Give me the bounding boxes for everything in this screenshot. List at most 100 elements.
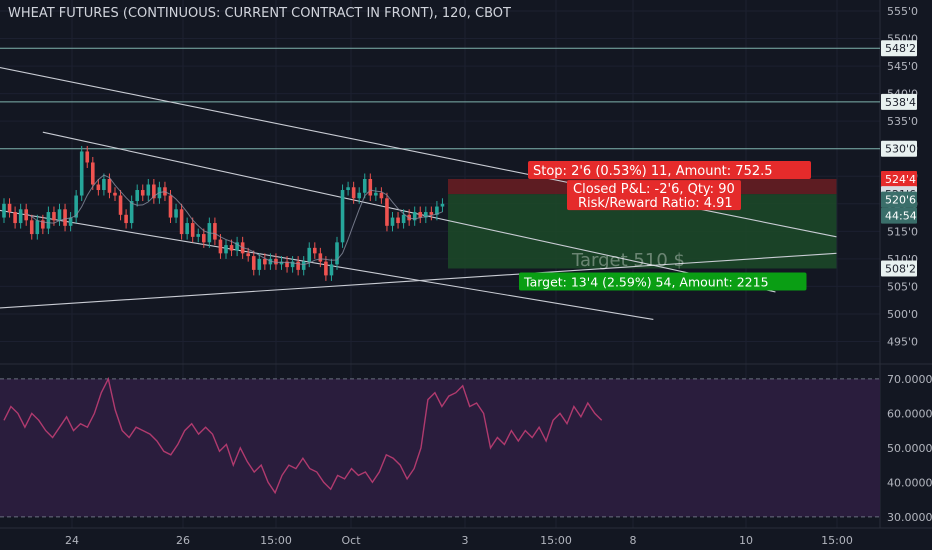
target-label-box [519, 272, 807, 291]
price-marker-hline [881, 140, 917, 157]
price-tick-label: 555'0 [887, 5, 918, 18]
candle [63, 209, 67, 226]
candle [279, 261, 284, 265]
candles [2, 145, 445, 281]
candle [218, 239, 223, 254]
candle [362, 179, 367, 193]
candle [79, 151, 84, 196]
candle [368, 179, 373, 196]
candle [91, 162, 95, 185]
candle [152, 184, 156, 199]
trendline [0, 252, 837, 309]
moving-average-line [25, 174, 443, 266]
candle [379, 192, 384, 199]
target-label-text: Target: 13'4 (2.59%) 54, Amount: 2215 [523, 275, 769, 290]
annotations: SL 526 $Target 510 $Stop: 2'6 (0.53%) 11… [519, 161, 811, 291]
price-marker-label: 538'4 [885, 96, 916, 109]
price-marker-last [881, 191, 917, 208]
candle [85, 151, 90, 163]
rsi-tick-label: 50.0000 [887, 442, 932, 455]
price-tick-label: 545'0 [887, 60, 918, 73]
rsi-pane [0, 376, 880, 518]
candle [229, 245, 234, 251]
target-label: Target: 13'4 (2.59%) 54, Amount: 2215 [519, 272, 807, 291]
risk-reward-text: Risk/Reward Ratio: 4.91 [578, 196, 733, 211]
candle [7, 203, 12, 213]
closed-pnl-box [567, 180, 741, 211]
candle [46, 212, 51, 229]
candle [429, 212, 434, 215]
trendline [0, 209, 654, 320]
candle [374, 192, 378, 196]
candle [68, 217, 73, 226]
time-tick-label: 26 [176, 534, 190, 547]
price-marker-target [881, 260, 917, 277]
price-tick-label: 495'0 [887, 335, 918, 348]
price-tick-label: 515'0 [887, 225, 918, 238]
price-tick-label: 535'0 [887, 115, 918, 128]
candle [124, 214, 128, 224]
candle [190, 223, 195, 237]
candle [301, 261, 306, 270]
stop-label-box [528, 161, 811, 179]
candle [357, 192, 361, 199]
candle [335, 242, 339, 265]
candle [113, 192, 117, 196]
candle [290, 261, 295, 268]
candle [29, 220, 34, 235]
candle [412, 212, 417, 221]
stop-label-text: Stop: 2'6 (0.53%) 11, Amount: 752.5 [533, 164, 773, 179]
candle [313, 247, 317, 254]
price-marker-label: 508'2 [885, 263, 916, 276]
candle [24, 209, 28, 221]
candle [263, 258, 267, 265]
rsi-tick-label: 40.0000 [887, 476, 932, 489]
axes: 70.0000 60.0000 50.0000 40.0000 30.0000 555'0… [65, 5, 932, 547]
time-tick-label: 24 [65, 534, 79, 547]
price-marker-label: 548'2 [885, 42, 916, 55]
candle [35, 220, 40, 235]
price-marker-countdown [881, 207, 917, 224]
rsi-tick-label: 30.0000 [887, 511, 932, 524]
horizontal-lines [0, 47, 880, 150]
price-marker-hline [881, 93, 917, 110]
candle [329, 264, 334, 276]
candle [268, 258, 273, 265]
price-tick-label: 505'0 [887, 280, 918, 293]
candle [213, 223, 217, 240]
candle [235, 242, 239, 251]
price-marker-hline [881, 40, 917, 57]
candle [140, 190, 145, 196]
candle [424, 212, 428, 218]
rsi-tick-label: 60.0000 [887, 407, 932, 420]
candle [296, 261, 300, 270]
annotation-target: Target 510 $ [571, 250, 685, 271]
chart-title: WHEAT FUTURES (CONTINUOUS: CURRENT CONTR… [8, 6, 511, 21]
candle [396, 217, 400, 224]
candle [418, 212, 423, 218]
candle [246, 253, 250, 257]
time-tick-label: 8 [630, 534, 637, 547]
candle [179, 209, 184, 235]
candle [385, 198, 389, 226]
candle [202, 234, 206, 243]
grid [0, 0, 932, 529]
candle [168, 195, 173, 218]
candle [401, 214, 406, 224]
candle [390, 217, 395, 226]
candle [435, 206, 439, 215]
candle [41, 220, 45, 229]
candle [118, 195, 123, 215]
candle [102, 179, 106, 191]
candle [324, 261, 328, 276]
candle [13, 212, 17, 224]
time-tick-label: 15:00 [260, 534, 292, 547]
price-marker-label: 44:54 [885, 210, 917, 223]
candle [185, 223, 189, 235]
candle [2, 203, 6, 218]
rsi-tick-label: 70.0000 [887, 373, 932, 386]
price-marker-label: 520'6 [885, 194, 916, 207]
candle [52, 212, 56, 221]
